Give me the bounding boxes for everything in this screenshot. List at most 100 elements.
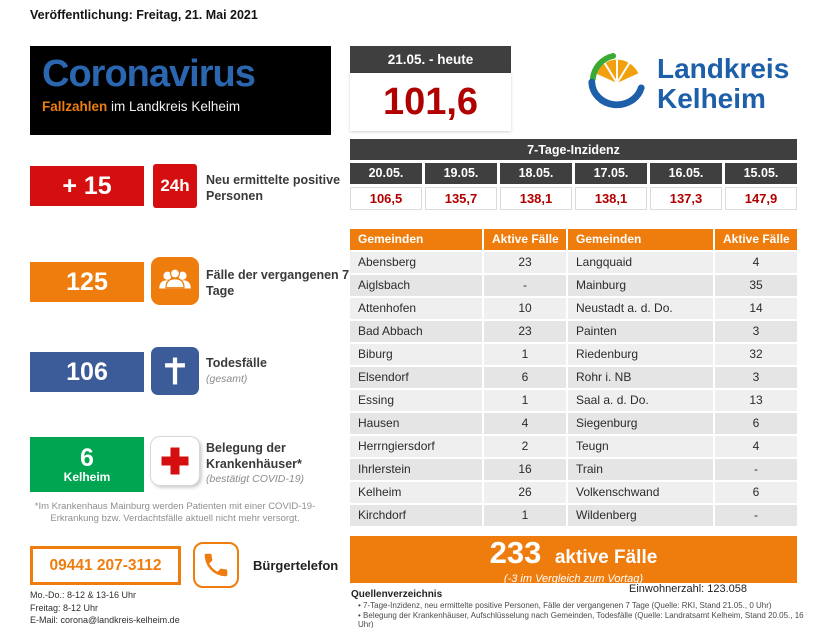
gemeinde-name: Kirchdorf [350, 505, 482, 526]
gemeinde-name: Train [568, 459, 713, 480]
gemeinde-active-cases: 4 [715, 252, 797, 273]
gemeinde-active-cases: 6 [715, 413, 797, 434]
24h-icon: 24h [153, 164, 197, 208]
gemeinde-name: Wildenberg [568, 505, 713, 526]
publication-date: Veröffentlichung: Freitag, 21. Mai 2021 [30, 8, 258, 22]
hotline-label: Bürgertelefon [253, 558, 339, 573]
active-cases-comparison: (-3 im Vergleich zum Vortag) [503, 573, 644, 585]
table-row: Aiglsbach - Mainburg 35 [350, 275, 797, 296]
incidence-dates-row: 20.05. 19.05. 18.05. 17.05. 16.05. 15.05… [350, 163, 797, 184]
phone-icon [193, 542, 239, 588]
gemeinde-name: Siegenburg [568, 413, 713, 434]
incidence-value-cell: 137,3 [650, 187, 722, 210]
active-cases-line: 233 aktive Fälle [350, 535, 797, 573]
gemeinde-active-cases: 1 [484, 505, 566, 526]
gemeinde-name: Ihrlerstein [350, 459, 482, 480]
gemeinden-header: Gemeinden [350, 229, 482, 250]
gemeinde-active-cases: 23 [484, 252, 566, 273]
deaths-sublabel: (gesamt) [206, 372, 248, 385]
active-cases-value: 233 [489, 535, 542, 570]
title-block: Coronavirus Fallzahlen im Landkreis Kelh… [30, 46, 331, 135]
incidence-date-cell: 19.05. [425, 163, 497, 184]
gemeinde-name: Langquaid [568, 252, 713, 273]
active-cases-label: aktive Fälle [554, 547, 658, 568]
gemeinde-active-cases: 32 [715, 344, 797, 365]
incidence-values-row: 106,5 135,7 138,1 138,1 137,3 147,9 [350, 187, 797, 210]
gemeinden-table-body: Abensberg 23 Langquaid 4 Aiglsbach - Mai… [350, 252, 797, 526]
gemeinde-name: Bad Abbach [350, 321, 482, 342]
hospital-location: Kelheim [63, 470, 111, 485]
table-row: Attenhofen 10 Neustadt a. d. Do. 14 [350, 298, 797, 319]
gemeinde-name: Aiglsbach [350, 275, 482, 296]
logo-line1: Landkreis [657, 53, 790, 85]
hotline-hours-friday: Freitag: 8-12 Uhr [30, 602, 99, 613]
table-row: Hausen 4 Siegenburg 6 [350, 413, 797, 434]
sources-title: Quellenverzeichnis [351, 589, 443, 600]
gemeinde-name: Elsendorf [350, 367, 482, 388]
active-cases-box: 233 aktive Fälle (-3 im Vergleich zum Vo… [350, 535, 797, 585]
incidence-date-cell: 20.05. [350, 163, 422, 184]
gemeinde-active-cases: 26 [484, 482, 566, 503]
gemeinde-name: Mainburg [568, 275, 713, 296]
gemeinde-name: Volkenschwand [568, 482, 713, 503]
table-row: Herrngiersdorf 2 Teugn 4 [350, 436, 797, 457]
aktive-faelle-header: Aktive Fälle [715, 229, 797, 250]
gemeinde-active-cases: 2 [484, 436, 566, 457]
gemeinde-active-cases: 23 [484, 321, 566, 342]
gemeinde-name: Essing [350, 390, 482, 411]
hospital-sublabel: (bestätigt COVID-19) [206, 473, 305, 486]
page-title: Coronavirus [42, 53, 256, 95]
current-incidence-value: 101,6 [350, 73, 511, 131]
gemeinde-name: Riedenburg [568, 344, 713, 365]
memorial-cross-icon [151, 347, 199, 395]
incidence-value-cell: 138,1 [575, 187, 647, 210]
gemeinde-name: Teugn [568, 436, 713, 457]
people-group-icon [151, 257, 199, 305]
week-cases-label: Fälle der vergangenen 7 Tage [206, 268, 350, 298]
table-row: Bad Abbach 23 Painten 3 [350, 321, 797, 342]
gemeinde-name: Rohr i. NB [568, 367, 713, 388]
incidence-value-cell: 147,9 [725, 187, 797, 210]
deaths-label: Todesfälle (gesamt) [206, 356, 356, 386]
table-row: Ihrlerstein 16 Train - [350, 459, 797, 480]
medical-cross-icon [151, 437, 199, 485]
gemeinde-name: Abensberg [350, 252, 482, 273]
gemeinde-active-cases: 3 [715, 321, 797, 342]
gemeinde-active-cases: 6 [484, 367, 566, 388]
landkreis-kelheim-logo: Landkreis Kelheim [586, 53, 789, 115]
logo-line2: Kelheim [657, 83, 766, 114]
table-row: Kelheim 26 Volkenschwand 6 [350, 482, 797, 503]
gemeinde-active-cases: 13 [715, 390, 797, 411]
gemeinde-name: Attenhofen [350, 298, 482, 319]
sources-list: 7-Tage-Inzidenz, neu ermittelte positive… [358, 601, 816, 628]
subtitle-highlight: Fallzahlen [42, 98, 108, 114]
gemeinde-active-cases: 16 [484, 459, 566, 480]
gemeinde-active-cases: - [715, 505, 797, 526]
incidence-date-cell: 17.05. [575, 163, 647, 184]
gemeinde-active-cases: 14 [715, 298, 797, 319]
gemeinde-active-cases: 6 [715, 482, 797, 503]
gemeinden-table-header: Gemeinden Aktive Fälle Gemeinden Aktive … [350, 229, 797, 250]
hospital-label: Belegung der Krankenhäuser* (bestätigt C… [206, 441, 356, 486]
gemeinden-header: Gemeinden [568, 229, 713, 250]
gemeinde-active-cases: - [715, 459, 797, 480]
subtitle-rest: im Landkreis Kelheim [111, 98, 241, 114]
incidence-value-cell: 106,5 [350, 187, 422, 210]
hotline-hours: Mo.-Do.: 8-12 & 13-16 Uhr Freitag: 8-12 … [30, 589, 180, 627]
gemeinde-name: Hausen [350, 413, 482, 434]
gemeinde-active-cases: - [484, 275, 566, 296]
hospital-footnote: *Im Krankenhaus Mainburg werden Patiente… [34, 501, 316, 525]
incidence-table-title: 7-Tage-Inzidenz [350, 139, 797, 160]
population-count: Einwohnerzahl: 123.058 [629, 583, 748, 595]
incidence-date-cell: 18.05. [500, 163, 572, 184]
table-row: Elsendorf 6 Rohr i. NB 3 [350, 367, 797, 388]
incidence-value-cell: 135,7 [425, 187, 497, 210]
incidence-date-cell: 15.05. [725, 163, 797, 184]
table-row: Biburg 1 Riedenburg 32 [350, 344, 797, 365]
hotline-email: E-Mail: corona@landkreis-kelheim.de [30, 615, 180, 626]
hospital-value: 6 [80, 444, 94, 473]
hospital-value-box: 6 Kelheim [30, 437, 144, 492]
gemeinde-name: Kelheim [350, 482, 482, 503]
table-row: Abensberg 23 Langquaid 4 [350, 252, 797, 273]
